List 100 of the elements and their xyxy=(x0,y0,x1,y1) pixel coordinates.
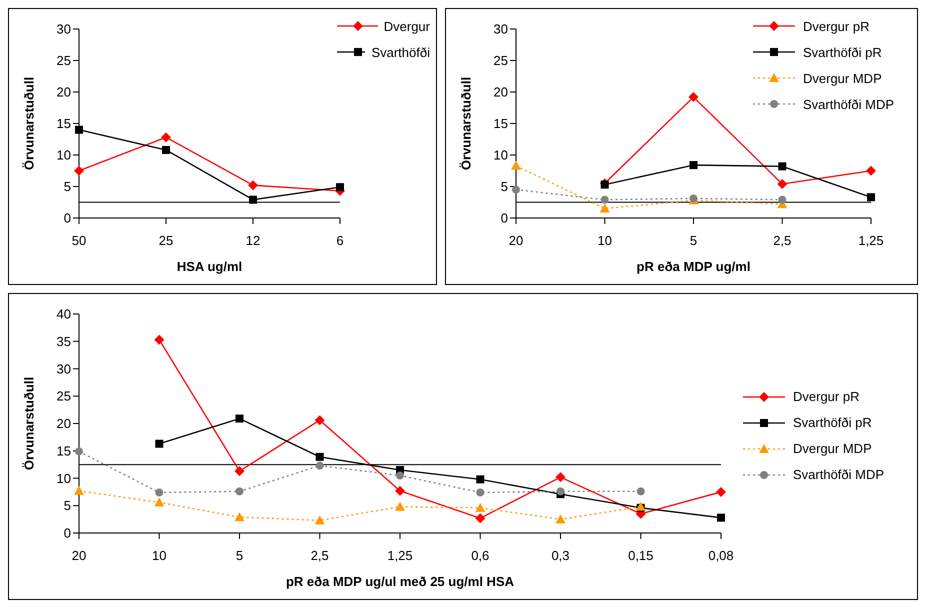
x-tick-label: 12 xyxy=(246,233,260,248)
point xyxy=(636,487,645,496)
x-tick-label: 0,3 xyxy=(551,548,570,564)
point xyxy=(234,466,244,476)
point xyxy=(556,514,566,524)
y-tick-label: 35 xyxy=(56,334,71,349)
point xyxy=(716,486,726,497)
point xyxy=(155,488,164,496)
point xyxy=(688,92,698,102)
point xyxy=(600,204,610,213)
point xyxy=(777,178,788,189)
y-tick-label: 5 xyxy=(500,179,508,194)
legend-label: Svarthöfði MDP xyxy=(793,467,884,482)
x-tick-label: 10 xyxy=(598,233,612,248)
point xyxy=(316,452,324,461)
point xyxy=(314,415,325,426)
x-tick-label: 6 xyxy=(336,233,344,248)
point xyxy=(154,334,164,345)
y-tick-label: 25 xyxy=(494,53,508,68)
point xyxy=(162,146,170,154)
y-tick-label: 15 xyxy=(56,116,71,132)
y-tick-label: 30 xyxy=(56,361,71,376)
legend-label: Dvergur xyxy=(384,18,430,34)
y-tick-label: 20 xyxy=(494,84,508,100)
x-tick-label: 1,25 xyxy=(387,548,413,564)
y-tick-label: 0 xyxy=(64,210,71,226)
point xyxy=(395,502,405,511)
x-tick-label: 25 xyxy=(158,233,174,248)
point xyxy=(556,487,564,496)
point xyxy=(476,475,484,484)
point xyxy=(512,186,520,194)
x-tick-label: 50 xyxy=(72,233,86,248)
y-tick-label: 20 xyxy=(56,416,71,432)
legend-label: Svarthöfði xyxy=(371,44,430,60)
point xyxy=(475,513,486,524)
point xyxy=(74,166,84,176)
y-tick-label: 30 xyxy=(56,22,71,37)
x-axis-title: HSA ug/ml xyxy=(176,259,242,274)
y-tick-label: 0 xyxy=(64,526,71,541)
legend-label: Dvergur pR xyxy=(793,389,860,404)
point xyxy=(866,166,876,176)
point xyxy=(690,161,698,170)
x-tick-label: 0,08 xyxy=(708,548,734,564)
y-axis-title: Örvunarstuðull xyxy=(22,76,37,170)
point xyxy=(236,487,244,496)
x-tick-label: 10 xyxy=(152,548,166,564)
point xyxy=(74,486,84,495)
point xyxy=(778,162,786,170)
point xyxy=(867,193,875,202)
point xyxy=(75,126,83,134)
point xyxy=(314,515,325,524)
y-tick-label: 5 xyxy=(64,179,71,194)
point xyxy=(475,502,486,512)
x-tick-label: 5 xyxy=(690,233,698,248)
point xyxy=(778,196,786,204)
y-tick-label: 25 xyxy=(56,53,71,68)
legend-label: Svarthöfði pR xyxy=(803,44,882,60)
y-axis-title: Örvunarstuðull xyxy=(22,376,37,470)
legend-label: Dvergur MDP xyxy=(793,441,872,456)
y-tick-label: 10 xyxy=(56,148,71,163)
point xyxy=(161,132,171,142)
x-tick-label: 0,6 xyxy=(471,548,490,564)
point xyxy=(600,180,609,189)
legend-label: Dvergur MDP xyxy=(803,70,882,86)
point xyxy=(717,514,725,522)
y-tick-label: 25 xyxy=(56,388,71,404)
x-tick-label: 5 xyxy=(236,548,244,564)
point xyxy=(154,497,164,506)
point xyxy=(316,462,324,470)
x-tick-label: 0,15 xyxy=(628,548,654,564)
legend-label: Dvergur pR xyxy=(803,18,870,34)
point xyxy=(395,486,405,496)
y-tick-label: 20 xyxy=(56,84,71,100)
point xyxy=(511,160,521,170)
y-tick-label: 15 xyxy=(494,116,508,132)
point xyxy=(249,196,257,204)
legend-label: Svarthöfði pR xyxy=(793,415,872,430)
x-tick-label: 2,5 xyxy=(773,233,792,248)
x-axis-title: pR eða MDP ug/ml xyxy=(636,259,750,274)
y-tick-label: 30 xyxy=(494,22,508,37)
point xyxy=(236,414,244,423)
point xyxy=(248,180,258,190)
point xyxy=(234,512,244,522)
point xyxy=(600,196,609,204)
x-tick-label: 1,25 xyxy=(858,233,884,248)
y-tick-label: 10 xyxy=(494,148,508,163)
y-tick-label: 5 xyxy=(64,498,71,514)
y-tick-label: 0 xyxy=(500,210,508,226)
legend-label: Svarthöfði MDP xyxy=(803,96,894,112)
y-tick-label: 40 xyxy=(56,306,71,322)
y-axis-title: Örvunarstuðull xyxy=(458,76,474,170)
point xyxy=(396,472,404,480)
x-axis-title: pR eða MDP ug/ul með 25 ug/ml HSA xyxy=(286,574,515,589)
point xyxy=(476,488,484,496)
y-tick-label: 15 xyxy=(56,443,71,458)
y-tick-label: 10 xyxy=(56,470,71,486)
x-tick-label: 2,5 xyxy=(310,548,329,564)
point xyxy=(75,447,83,456)
point xyxy=(155,440,164,448)
point xyxy=(336,183,344,192)
